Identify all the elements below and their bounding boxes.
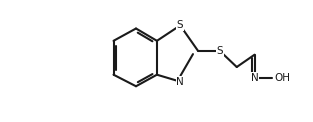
- Text: N: N: [251, 73, 259, 83]
- Text: S: S: [177, 20, 183, 30]
- Text: N: N: [176, 77, 184, 87]
- Text: OH: OH: [274, 73, 290, 83]
- Text: S: S: [216, 46, 223, 56]
